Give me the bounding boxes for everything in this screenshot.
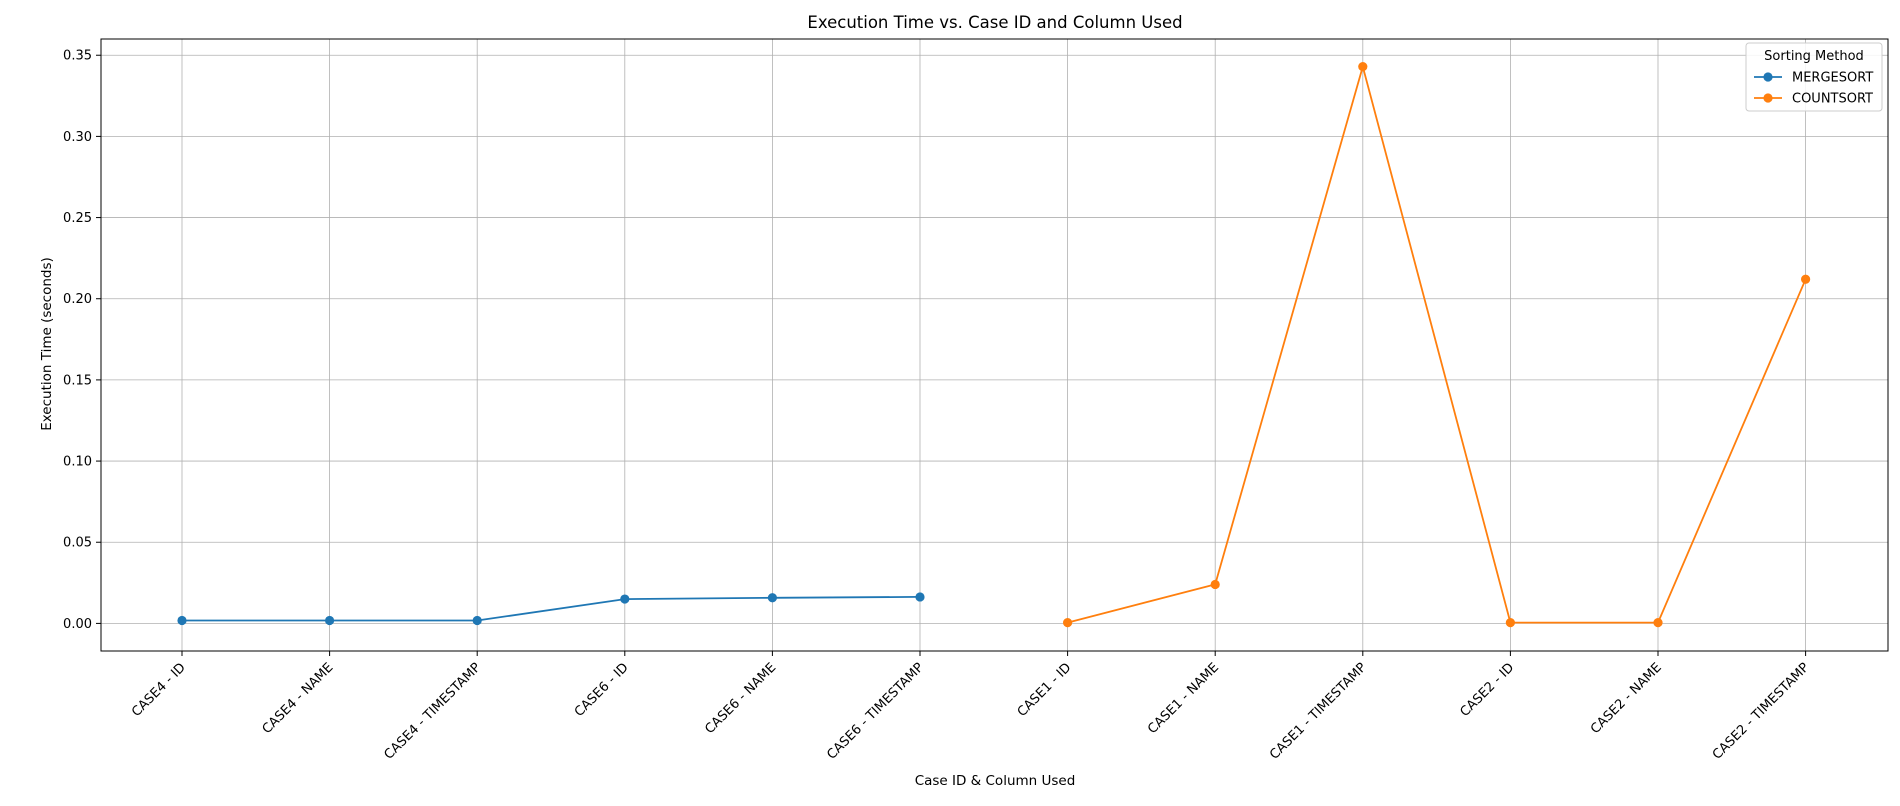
data-point — [915, 592, 925, 602]
legend-item: MERGESORT — [1754, 71, 1873, 86]
legend-label: MERGESORT — [1792, 71, 1873, 86]
data-point — [620, 594, 630, 604]
y-tick-label: 0.05 — [63, 536, 92, 551]
series-line — [182, 596, 921, 622]
y-tick-label: 0.35 — [63, 49, 92, 64]
data-point — [177, 615, 187, 626]
data-point — [1505, 617, 1515, 628]
series-mergesort — [177, 592, 925, 626]
data-point — [1210, 579, 1220, 590]
legend-item: COUNTSORT — [1754, 92, 1873, 107]
legend-label: COUNTSORT — [1792, 92, 1873, 107]
legend: Sorting Method MERGESORT COUNTSORT — [1745, 42, 1883, 112]
data-point — [1653, 617, 1663, 628]
series-layer — [177, 61, 1811, 628]
data-point — [1358, 61, 1368, 72]
y-tick-label: 0.20 — [63, 292, 92, 307]
legend-box — [1745, 42, 1883, 112]
data-point — [1063, 617, 1073, 628]
data-point — [325, 615, 335, 626]
legend-marker — [1763, 72, 1773, 82]
y-tick-label: 0.10 — [63, 455, 92, 470]
y-tick-label: 0.00 — [63, 617, 92, 632]
y-tick-label: 0.15 — [63, 373, 92, 388]
y-tick-label: 0.25 — [63, 211, 92, 226]
legend-title: Sorting Method — [1764, 49, 1864, 64]
y-tick-label: 0.30 — [63, 130, 92, 145]
x-axis-title: Case ID & Column Used — [915, 773, 1076, 789]
series-line — [1067, 63, 1807, 624]
chart-title: Execution Time vs. Case ID and Column Us… — [807, 13, 1182, 32]
data-point — [767, 593, 778, 603]
data-point — [1801, 274, 1811, 284]
plot-frame — [100, 38, 1889, 652]
legend-items: MERGESORT COUNTSORT — [1754, 71, 1873, 107]
legend-marker — [1763, 93, 1773, 103]
data-point — [472, 615, 482, 626]
y-axis-title: Execution Time (seconds) — [39, 257, 55, 431]
y-axis: 0.00 0.05 0.10 0.15 0.20 0.25 0.30 0.35 — [63, 49, 101, 632]
series-countsort — [1063, 61, 1811, 628]
